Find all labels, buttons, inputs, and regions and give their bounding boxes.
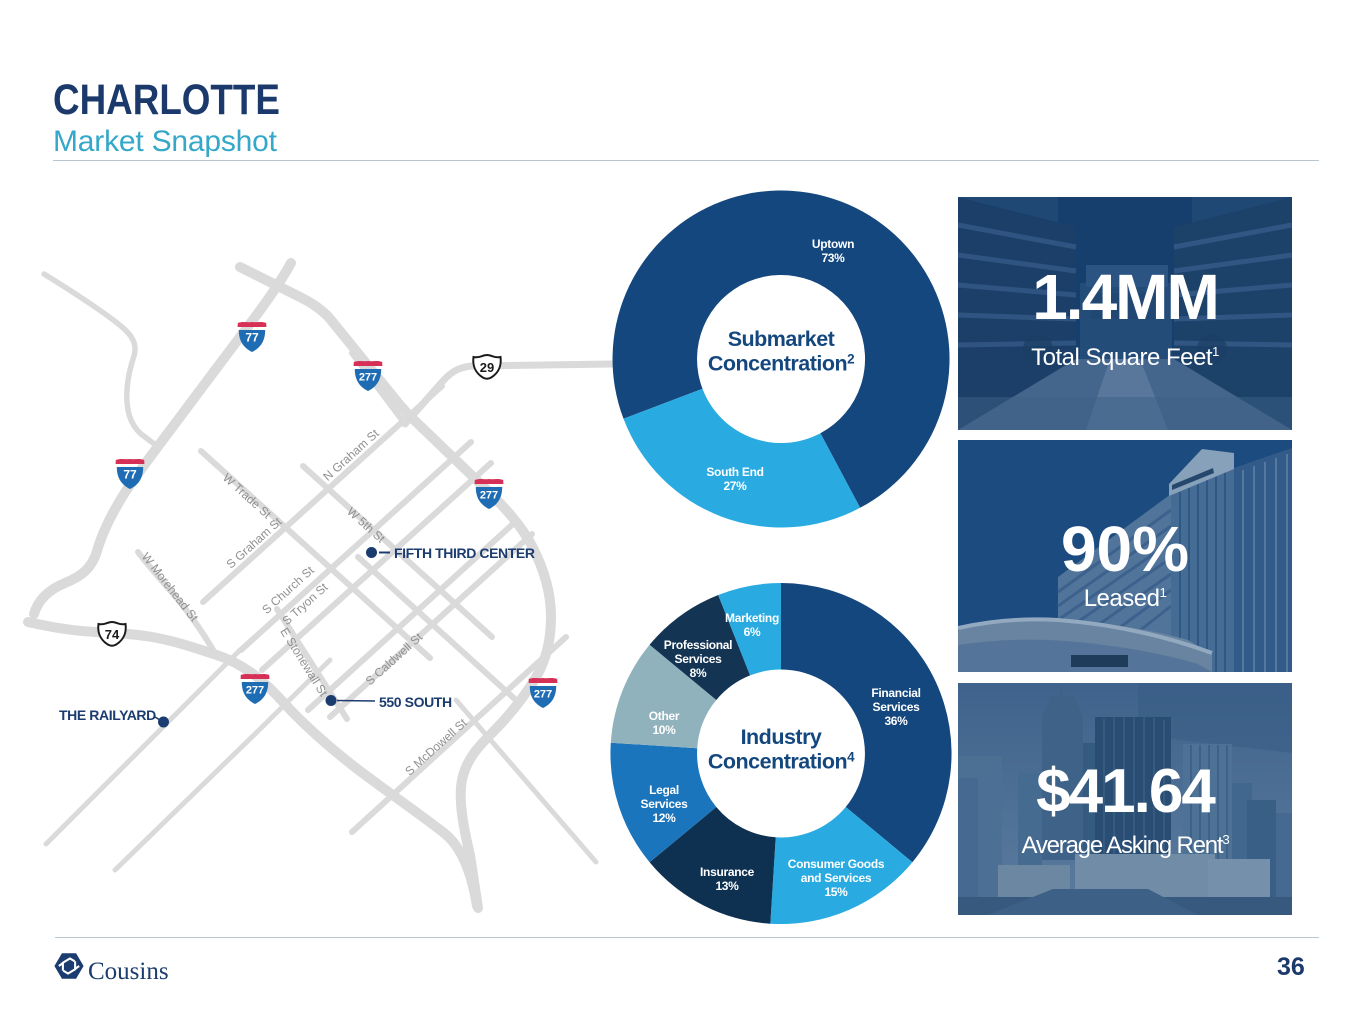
svg-text:Submarket: Submarket [728,327,835,351]
svg-text:THE RAILYARD: THE RAILYARD [59,707,156,723]
svg-text:13%: 13% [715,879,739,893]
svg-text:77: 77 [245,331,259,345]
svg-text:N Graham St: N Graham St [320,426,382,484]
svg-text:27%: 27% [723,479,747,493]
svg-text:15%: 15% [824,885,848,899]
svg-text:and Services: and Services [801,871,872,885]
svg-text:W Morehead St: W Morehead St [139,550,202,625]
svg-text:Financial: Financial [871,686,920,700]
svg-text:Concentration4: Concentration4 [708,750,855,774]
svg-text:12%: 12% [652,811,676,825]
svg-text:Insurance: Insurance [700,865,755,879]
svg-text:Services: Services [641,797,689,811]
svg-text:277: 277 [359,372,377,384]
svg-text:Consumer Goods: Consumer Goods [788,857,885,871]
svg-text:550 SOUTH: 550 SOUTH [379,694,452,710]
svg-text:6%: 6% [744,625,761,639]
svg-text:W Trade St: W Trade St [220,471,274,522]
svg-text:Other: Other [649,709,680,723]
svg-text:South End: South End [706,465,763,479]
svg-text:36%: 36% [884,714,908,728]
svg-text:Legal: Legal [649,783,679,797]
svg-text:29: 29 [480,360,494,375]
svg-text:10%: 10% [652,723,676,737]
svg-text:Marketing: Marketing [725,611,779,625]
svg-text:277: 277 [246,685,264,697]
svg-text:73%: 73% [821,251,845,265]
svg-text:77: 77 [123,468,137,482]
svg-text:277: 277 [480,490,498,502]
svg-text:Industry: Industry [741,725,822,749]
svg-text:FIFTH THIRD CENTER: FIFTH THIRD CENTER [394,545,535,561]
svg-text:8%: 8% [690,666,707,680]
svg-text:277: 277 [534,689,552,701]
svg-text:S Caldwell St: S Caldwell St [363,629,426,688]
svg-text:Concentration2: Concentration2 [708,352,854,376]
svg-text:74: 74 [105,627,120,642]
svg-text:Uptown: Uptown [812,237,854,251]
svg-text:S Graham St: S Graham St [224,514,285,571]
svg-text:Services: Services [873,700,921,714]
svg-text:Professional: Professional [664,638,732,652]
svg-text:Services: Services [675,652,723,666]
